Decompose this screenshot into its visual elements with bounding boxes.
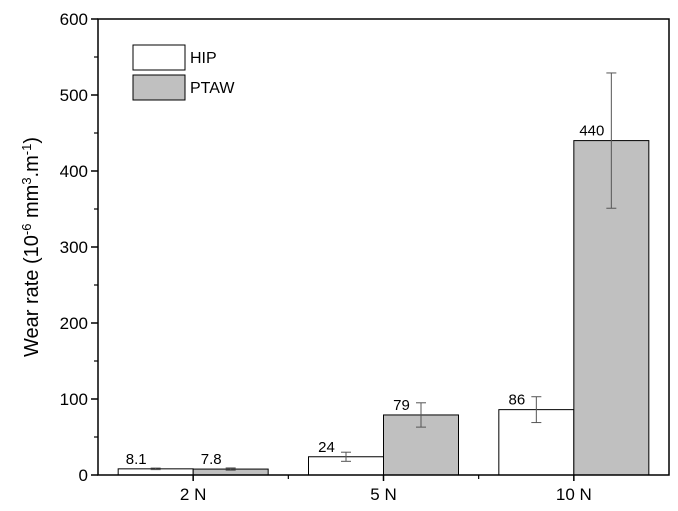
series-ptaw: 7.8 79 440 (192, 72, 650, 476)
data-label: 79 (393, 397, 410, 414)
y-axis-title: Wear rate (10-6 mm3.m-1) (19, 137, 44, 357)
legend-label: PTAW (190, 80, 235, 97)
plot-area: 8.1 24 86 7.8 79 440 (117, 72, 650, 476)
legend-swatch (132, 44, 186, 71)
legend: HIP PTAW (132, 44, 235, 101)
legend-swatch (132, 74, 186, 101)
legend-label: HIP (190, 50, 217, 67)
y-tick-label: 100 (60, 390, 88, 409)
series-hip: 8.1 24 86 (117, 392, 575, 476)
data-label: 440 (579, 123, 604, 140)
y-tick-label: 300 (60, 238, 88, 257)
y-tick-label: 500 (60, 86, 88, 105)
data-label: 24 (318, 439, 335, 456)
x-tick-label: 5 N (370, 485, 396, 504)
x-tick-label: 2 N (180, 485, 206, 504)
y-tick-label: 600 (60, 10, 88, 29)
data-label: 86 (508, 392, 525, 409)
y-axis: 0 100 200 300 400 500 600 (60, 10, 98, 485)
data-label: 8.1 (126, 451, 147, 468)
y-tick-label: 400 (60, 162, 88, 181)
x-axis: 2 N 5 N 10 N (180, 475, 592, 504)
y-tick-label: 0 (79, 466, 88, 485)
y-tick-label: 200 (60, 314, 88, 333)
data-label: 7.8 (201, 451, 222, 468)
x-tick-label: 10 N (556, 485, 592, 504)
